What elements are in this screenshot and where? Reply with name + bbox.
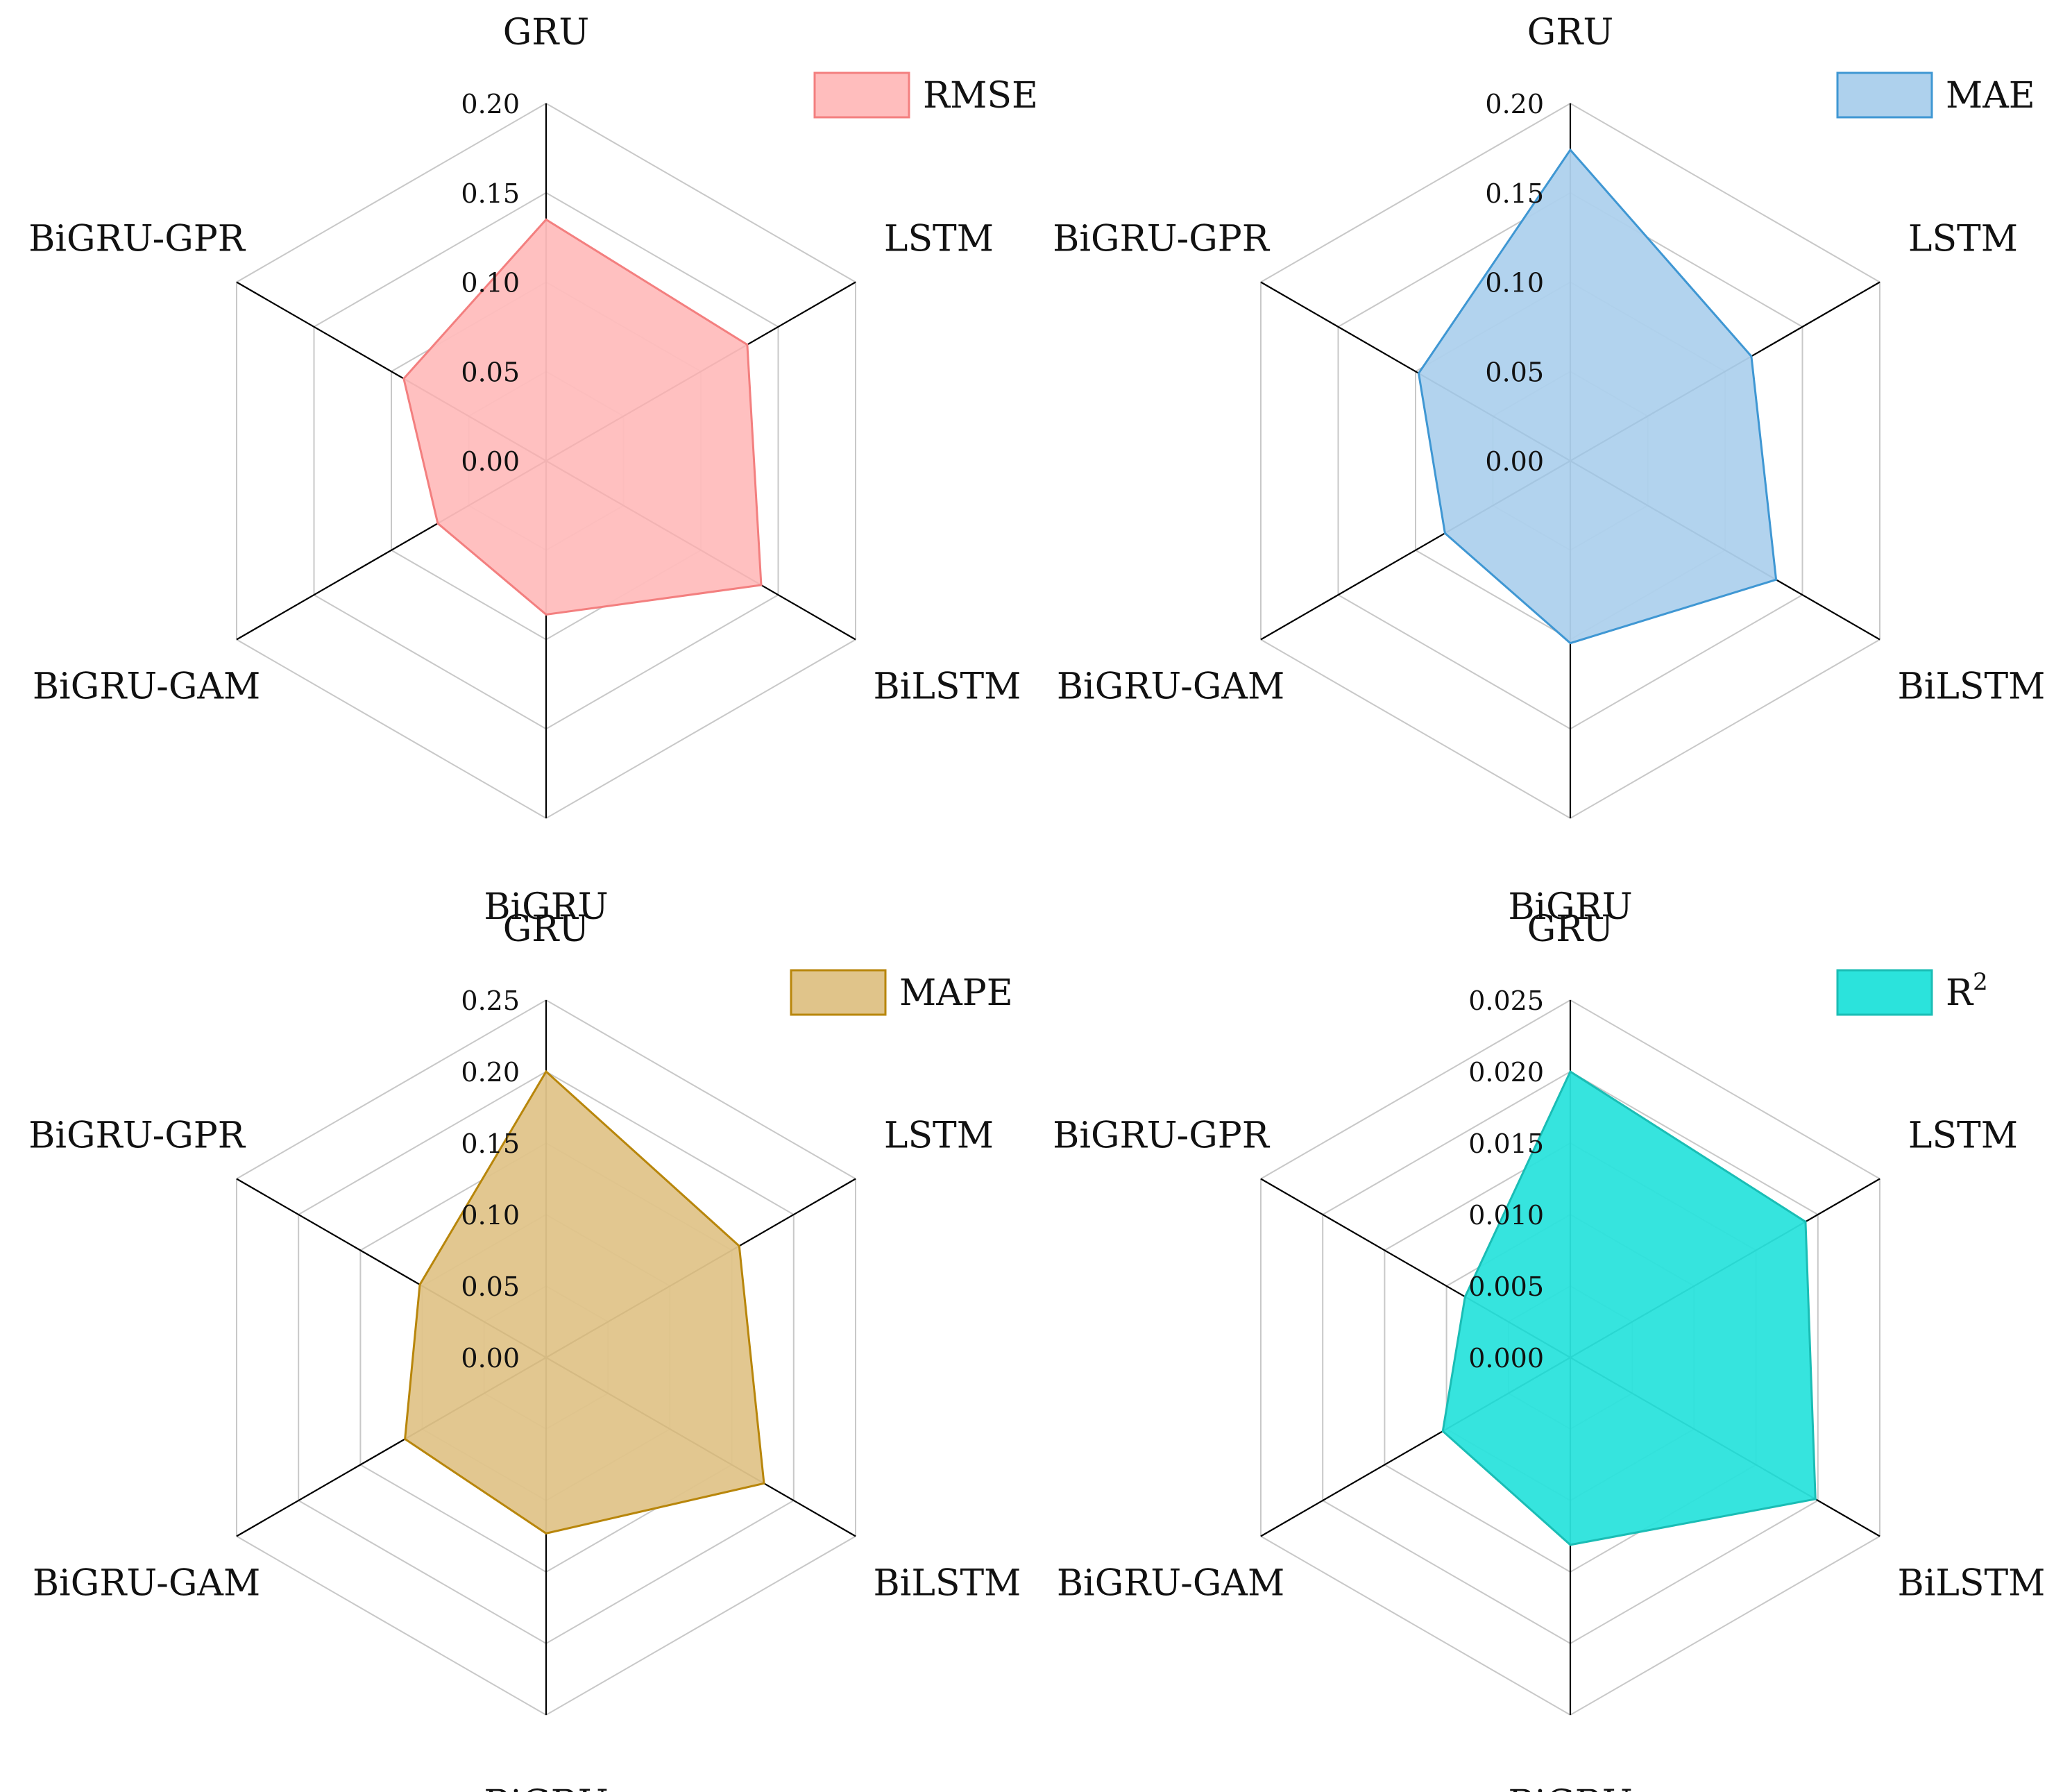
axis-label-gru: GRU	[1527, 12, 1614, 53]
axis-label-bigru-gam: BiGRU-GAM	[33, 666, 260, 708]
tick-label: 0.015	[1468, 1129, 1544, 1159]
axis-label-bilstm: BiLSTM	[1897, 1563, 2045, 1605]
tick-label: 0.20	[461, 1057, 520, 1088]
legend-label-text: MAE	[1946, 75, 2035, 117]
legend: R2	[1836, 968, 1988, 1016]
axis-label-gru: GRU	[503, 12, 590, 53]
legend-label: MAPE	[899, 972, 1013, 1014]
tick-label: 0.15	[461, 1129, 520, 1159]
tick-label: 0.05	[1485, 357, 1544, 387]
tick-label: 0.025	[1468, 986, 1544, 1016]
tick-label: 0.05	[461, 357, 520, 387]
axis-label-bigru-gam: BiGRU-GAM	[33, 1563, 260, 1605]
axis-label-lstm: LSTM	[1908, 1115, 2018, 1157]
tick-label: 0.10	[461, 268, 520, 298]
axis-label-gru: GRU	[503, 908, 590, 950]
legend-label-text: MAPE	[899, 972, 1013, 1014]
tick-label: 0.25	[461, 986, 520, 1016]
series-area	[404, 1070, 765, 1535]
legend-label: MAE	[1946, 75, 2035, 117]
axis-label-lstm: LSTM	[1908, 219, 2018, 260]
axis-label-bilstm: BiLSTM	[873, 1563, 1021, 1605]
tick-label: 0.00	[461, 1343, 520, 1373]
axis-label-bigru-gam: BiGRU-GAM	[1057, 666, 1284, 708]
tick-label: 0.10	[1485, 268, 1544, 298]
legend-label-text: RMSE	[923, 75, 1038, 117]
axis-label-bigru: BiGRU	[1508, 1783, 1632, 1792]
legend-swatch	[1836, 71, 1933, 119]
tick-label: 0.20	[1485, 89, 1544, 119]
axis-label-bigru-gpr: BiGRU-GPR	[1053, 1115, 1271, 1157]
legend-label-superscript: 2	[1973, 968, 1988, 996]
legend-swatch	[1836, 969, 1933, 1016]
legend: MAE	[1836, 71, 2035, 119]
radar-panel-2: 0.00 0.05 0.10 0.15 0.20 GRU LSTM BiLSTM BiGRU Bi…	[1053, 12, 2045, 928]
axis-label-bigru-gpr: BiGRU-GPR	[1053, 219, 1271, 260]
axis-label-bilstm: BiLSTM	[873, 666, 1021, 708]
legend-swatch	[813, 71, 910, 119]
tick-label: 0.05	[461, 1271, 520, 1302]
legend: RMSE	[813, 71, 1038, 119]
series-area	[1417, 148, 1778, 645]
axis-label-bigru: BiGRU	[484, 886, 608, 928]
tick-label: 0.010	[1468, 1200, 1544, 1231]
tick-label: 0.20	[461, 89, 520, 119]
axis-label-bigru-gpr: BiGRU-GPR	[28, 1115, 246, 1157]
radar-panel-3: 0.00 0.05 0.10 0.15 0.20 0.25 GRU LSTM BiLSTM BiG…	[28, 908, 1021, 1792]
tick-label: 0.00	[1485, 446, 1544, 477]
axis-label-bigru-gpr: BiGRU-GPR	[28, 219, 246, 260]
axis-label-bigru-gam: BiGRU-GAM	[1057, 1563, 1284, 1605]
radar-panel-4: 0.000 0.005 0.010 0.015 0.020 0.025 GRU LSTM BiL…	[1053, 908, 2045, 1792]
axis-label-bilstm: BiLSTM	[1897, 666, 2045, 708]
axis-label-gru: GRU	[1527, 908, 1614, 950]
axis-label-bigru: BiGRU	[484, 1783, 608, 1792]
radar-panel-1: 0.00 0.05 0.10 0.15 0.20 GRU LSTM BiLSTM BiGRU Bi…	[28, 12, 1038, 928]
axis-label-lstm: LSTM	[884, 1115, 994, 1157]
legend: MAPE	[790, 969, 1013, 1016]
tick-label: 0.15	[461, 178, 520, 209]
legend-swatch	[790, 969, 887, 1016]
series-area	[402, 218, 763, 616]
tick-label: 0.00	[461, 446, 520, 477]
tick-label: 0.000	[1468, 1343, 1544, 1373]
legend-label: R2	[1946, 968, 1988, 1014]
tick-label: 0.005	[1468, 1271, 1544, 1302]
legend-label: RMSE	[923, 75, 1038, 117]
axis-label-bigru: BiGRU	[1508, 886, 1632, 928]
tick-label: 0.15	[1485, 178, 1544, 209]
legend-label-text: R	[1946, 972, 1974, 1014]
axis-label-lstm: LSTM	[884, 219, 994, 260]
tick-label: 0.020	[1468, 1057, 1544, 1088]
tick-label: 0.10	[461, 1200, 520, 1231]
